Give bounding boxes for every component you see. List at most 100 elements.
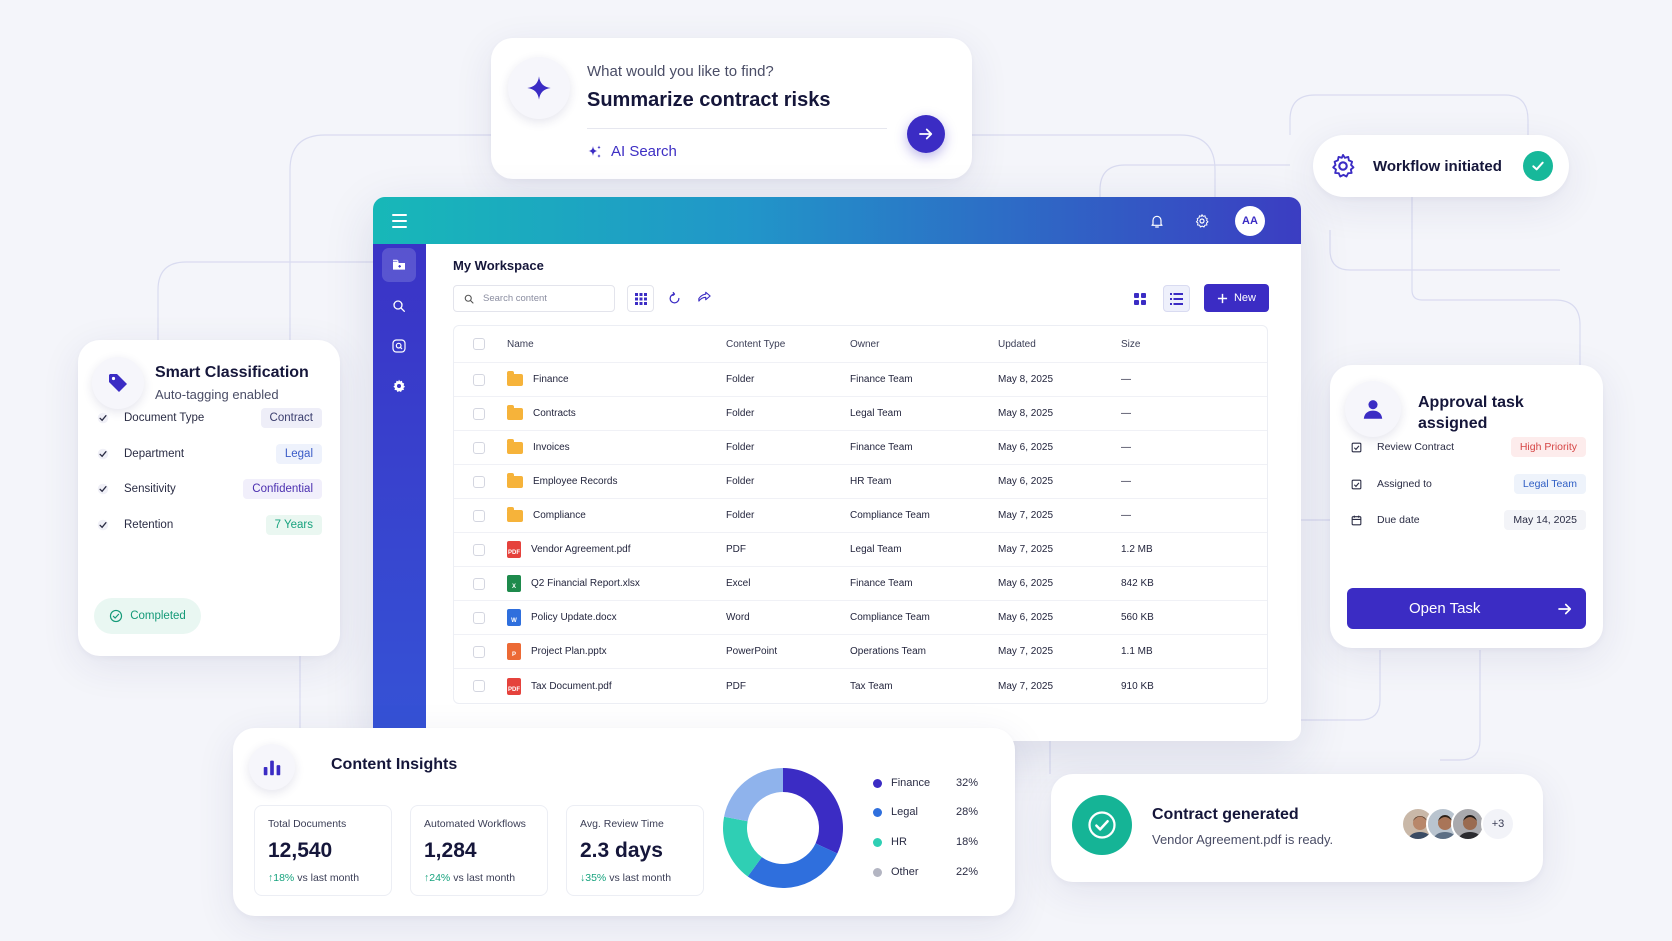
check-badge-icon: [97, 448, 109, 460]
row-checkbox[interactable]: [473, 475, 485, 488]
row-name[interactable]: Employee Records: [507, 465, 617, 498]
search-query[interactable]: Summarize contract risks: [587, 89, 831, 111]
classification-tag[interactable]: Contract: [260, 408, 322, 428]
sync-button[interactable]: [661, 285, 688, 312]
check-square-icon: [1351, 442, 1362, 452]
user-avatar[interactable]: AA: [1235, 206, 1265, 236]
sidebar-search-icon[interactable]: [382, 289, 416, 323]
open-task-button[interactable]: Open Task: [1347, 588, 1586, 629]
donut-slice-finance[interactable]: [783, 768, 843, 854]
row-name[interactable]: PDF Vendor Agreement.pdf: [507, 533, 631, 566]
table-row[interactable]: PDF Vendor Agreement.pdf PDF Legal Team M…: [454, 533, 1267, 567]
search-submit-button[interactable]: [907, 115, 945, 153]
column-header-size[interactable]: Size: [1121, 338, 1141, 350]
sidebar-settings-icon[interactable]: [382, 369, 416, 403]
legend-label: HR: [891, 836, 907, 848]
row-checkbox[interactable]: [473, 645, 485, 658]
sidebar-ai-search-icon[interactable]: [382, 329, 416, 363]
row-checkbox[interactable]: [473, 509, 485, 522]
powerpoint-icon: P: [507, 643, 521, 660]
table-row[interactable]: Contracts Folder Legal Team May 8, 2025 …: [454, 397, 1267, 431]
approval-label: Due date: [1377, 514, 1420, 526]
list-view-button[interactable]: [1163, 285, 1190, 312]
grid-apps-button[interactable]: [627, 285, 654, 312]
table-row[interactable]: Invoices Folder Finance Team May 6, 2025…: [454, 431, 1267, 465]
sidebar-files-icon[interactable]: [382, 248, 416, 282]
classification-tag[interactable]: Confidential: [243, 479, 322, 499]
row-name-text: Finance: [533, 374, 569, 385]
grid-view-button[interactable]: [1126, 285, 1153, 312]
row-name[interactable]: Invoices: [507, 431, 570, 464]
row-owner: Finance Team: [850, 578, 913, 589]
row-checkbox[interactable]: [473, 611, 485, 624]
row-name[interactable]: Finance: [507, 363, 569, 396]
content-distribution-donut: [723, 768, 843, 888]
approval-row: Due date May 14, 2025: [1350, 508, 1586, 532]
table-row[interactable]: Finance Folder Finance Team May 8, 2025 …: [454, 363, 1267, 397]
classification-tag[interactable]: 7 Years: [265, 515, 322, 535]
app-window: AA My Workspace New: [373, 197, 1301, 741]
row-checkbox[interactable]: [473, 577, 485, 590]
table-row[interactable]: Compliance Folder Compliance Team May 7,…: [454, 499, 1267, 533]
settings-icon[interactable]: [1190, 209, 1214, 233]
row-name[interactable]: X Q2 Financial Report.xlsx: [507, 567, 640, 600]
row-checkbox[interactable]: [473, 441, 485, 454]
row-type: Folder: [726, 442, 755, 453]
row-name[interactable]: W Policy Update.docx: [507, 601, 617, 634]
row-type: Folder: [726, 374, 755, 385]
bar-chart-icon: [249, 744, 295, 790]
classification-tag[interactable]: Legal: [275, 444, 322, 464]
row-name[interactable]: Contracts: [507, 397, 576, 430]
column-header-owner[interactable]: Owner: [850, 338, 880, 350]
more-collaborators-count[interactable]: +3: [1481, 807, 1515, 841]
table-row[interactable]: PDF Tax Document.pdf PDF Tax Team May 7, …: [454, 669, 1267, 703]
ai-search-link[interactable]: AI Search: [587, 143, 677, 160]
row-checkbox[interactable]: [473, 680, 485, 692]
donut-slice-hr[interactable]: [723, 816, 762, 877]
row-size: —: [1121, 510, 1131, 521]
menu-icon[interactable]: [387, 209, 411, 233]
row-name[interactable]: PDF Tax Document.pdf: [507, 669, 612, 703]
metric-card: Avg. Review Time 2.3 days ↓35% vs last m…: [566, 805, 704, 896]
column-header-name[interactable]: Name: [507, 338, 534, 350]
row-type: Folder: [726, 510, 755, 521]
table-row[interactable]: P Project Plan.pptx PowerPoint Operations…: [454, 635, 1267, 669]
search-divider: [587, 128, 887, 129]
row-checkbox[interactable]: [473, 373, 485, 386]
metric-card: Automated Workflows 1,284 ↑24% vs last m…: [410, 805, 548, 896]
bell-icon[interactable]: [1145, 209, 1169, 233]
row-name[interactable]: Compliance: [507, 499, 586, 532]
metric-value: 12,540: [268, 839, 333, 862]
column-header-updated[interactable]: Updated: [998, 338, 1036, 350]
content-search[interactable]: [453, 285, 615, 312]
metric-delta: ↓35% vs last month: [580, 872, 690, 884]
table-row[interactable]: X Q2 Financial Report.xlsx Excel Finance …: [454, 567, 1267, 601]
legend-label: Finance: [891, 777, 931, 789]
row-name-text: Compliance: [533, 510, 586, 521]
legend-value: 32%: [955, 777, 978, 789]
classification-label: Retention: [124, 519, 174, 531]
content-insights-title: Content Insights: [331, 756, 458, 773]
row-checkbox[interactable]: [473, 407, 485, 420]
donut-slice-other[interactable]: [724, 768, 783, 822]
row-updated: May 8, 2025: [998, 408, 1054, 419]
search-input[interactable]: [483, 293, 603, 304]
ai-search-card: What would you like to find? Summarize c…: [491, 38, 972, 179]
row-name[interactable]: P Project Plan.pptx: [507, 635, 607, 668]
table-row[interactable]: Employee Records Folder HR Team May 6, 2…: [454, 465, 1267, 499]
metric-value: 2.3 days: [580, 839, 663, 862]
select-all-checkbox[interactable]: [473, 338, 485, 350]
share-button[interactable]: [691, 285, 718, 312]
donut-slice-legal[interactable]: [747, 843, 838, 888]
row-checkbox[interactable]: [473, 543, 485, 556]
column-header-type[interactable]: Content Type: [726, 338, 786, 350]
classification-row: Department Legal: [96, 442, 322, 466]
legend-item: Other 22%: [873, 866, 978, 878]
row-name-text: Employee Records: [533, 476, 618, 487]
approval-row: Assigned to Legal Team: [1350, 472, 1586, 496]
table-row[interactable]: W Policy Update.docx Word Compliance Team…: [454, 601, 1267, 635]
approval-row: Review Contract High Priority: [1350, 435, 1586, 459]
row-name-text: Policy Update.docx: [531, 612, 617, 623]
collaborator-avatars[interactable]: +3: [1401, 807, 1515, 841]
new-button[interactable]: New: [1204, 284, 1269, 312]
